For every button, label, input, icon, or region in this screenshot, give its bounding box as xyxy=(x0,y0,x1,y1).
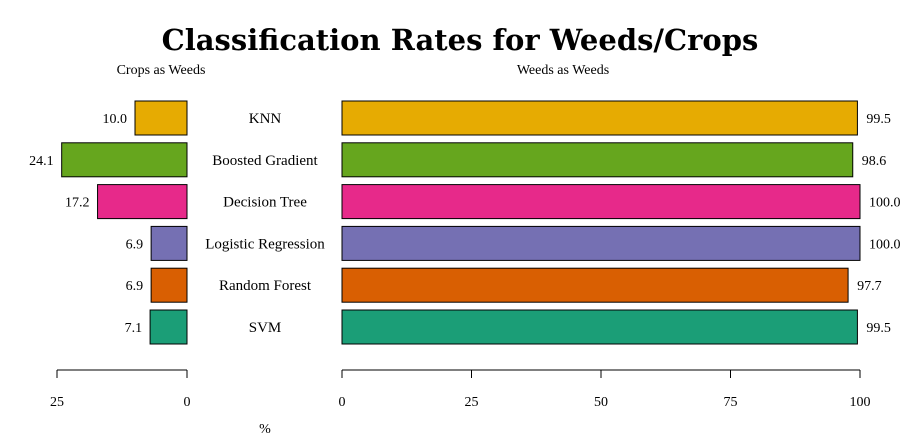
weeds-value-label-svm: 99.5 xyxy=(866,321,891,336)
weeds-value-label-boosted-gradient: 98.6 xyxy=(862,154,887,169)
category-label-logistic-regression: Logistic Regression xyxy=(205,236,325,252)
category-label-boosted-gradient: Boosted Gradient xyxy=(212,153,318,169)
weeds-bar-svm xyxy=(341,309,858,345)
weeds-bar-boosted-gradient xyxy=(341,142,854,178)
left-bars: 10.0 24.1 17.2 6.9 6.9 7.1 xyxy=(29,100,188,345)
category-label-random-forest: Random Forest xyxy=(219,278,312,294)
crops-bar-boosted-gradient xyxy=(61,142,188,178)
right-axis: 0 25 50 75 100 xyxy=(339,369,871,410)
left-panel-label: Crops as Weeds xyxy=(117,63,206,78)
weeds-value-label-random-forest: 97.7 xyxy=(857,279,882,294)
crops-value-label-logistic-regression: 6.9 xyxy=(126,237,144,252)
right-tick-label-25: 25 xyxy=(465,395,479,410)
left-tick-label-0: 0 xyxy=(184,395,191,410)
weeds-value-label-logistic-regression: 100.0 xyxy=(869,237,901,252)
category-labels: KNN Boosted Gradient Decision Tree Logistic… xyxy=(205,111,325,336)
right-tick-label-75: 75 xyxy=(724,395,738,410)
crops-value-label-svm: 7.1 xyxy=(125,321,143,336)
right-tick-label-0: 0 xyxy=(339,395,346,410)
left-tick-label-25: 25 xyxy=(50,395,64,410)
right-tick-label-100: 100 xyxy=(850,395,871,410)
crops-value-label-knn: 10.0 xyxy=(103,112,128,127)
weeds-bar-knn xyxy=(341,100,858,136)
right-bars: 99.5 98.6 100.0 100.0 97.7 99.5 xyxy=(341,100,901,345)
category-label-decision-tree: Decision Tree xyxy=(223,195,307,211)
right-panel-label: Weeds as Weeds xyxy=(517,63,609,78)
category-label-svm: SVM xyxy=(249,320,282,336)
crops-bar-decision-tree xyxy=(97,184,188,220)
weeds-bar-logistic-regression xyxy=(341,225,861,261)
weeds-value-label-knn: 99.5 xyxy=(866,112,891,127)
weeds-value-label-decision-tree: 100.0 xyxy=(869,196,901,211)
crops-value-label-random-forest: 6.9 xyxy=(126,279,144,294)
crops-bar-logistic-regression xyxy=(150,225,188,261)
weeds-bar-decision-tree xyxy=(341,184,861,220)
crops-value-label-boosted-gradient: 24.1 xyxy=(29,154,54,169)
x-axis-label: % xyxy=(259,422,271,437)
weeds-bar-random-forest xyxy=(341,267,849,303)
chart-title: Classification Rates for Weeds/Crops xyxy=(162,23,759,57)
crops-bar-knn xyxy=(134,100,188,136)
crops-value-label-decision-tree: 17.2 xyxy=(65,196,90,211)
right-tick-label-50: 50 xyxy=(594,395,608,410)
left-axis: 25 0 xyxy=(50,369,191,410)
crops-bar-svm xyxy=(149,309,188,345)
category-label-knn: KNN xyxy=(249,111,282,127)
crops-bar-random-forest xyxy=(150,267,188,303)
